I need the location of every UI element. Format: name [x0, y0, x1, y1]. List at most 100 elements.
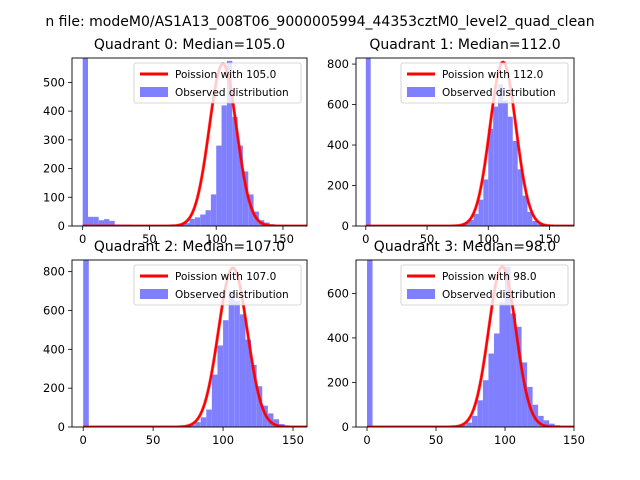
- histogram-bar: [365, 58, 371, 226]
- histogram-bar: [223, 320, 229, 427]
- legend-label-fit: Poission with 105.0: [175, 69, 276, 81]
- subplot-quadrant-1: 0 50 100 150 0 200 400 600 800 Poission with 112.…: [327, 37, 575, 246]
- histogram-bar: [194, 217, 201, 226]
- legend: Poission with 105.0 Observed distribution: [133, 62, 302, 104]
- histogram-bar: [184, 223, 190, 226]
- axes-frame: [71, 57, 308, 227]
- histogram-bar: [493, 333, 500, 427]
- legend-box: [133, 264, 302, 306]
- subplot-quadrant-0: 0 50 100 150 0 100 200 300 400 500 Poission with 1…: [43, 37, 308, 246]
- legend-bar-swatch: [140, 87, 168, 97]
- legend: Poission with 98.0 Observed distribution: [400, 264, 569, 306]
- histogram-bar: [109, 220, 115, 226]
- axes-frame: [71, 259, 308, 428]
- y-tick-label: 200: [43, 381, 65, 395]
- y-tick-label: 600: [327, 98, 349, 112]
- legend: Poission with 112.0 Observed distribution: [400, 62, 569, 104]
- legend-label-observed: Observed distribution: [175, 87, 289, 99]
- histogram-bar: [521, 362, 528, 427]
- y-tick-label: 400: [327, 138, 349, 152]
- y-tick-label: 500: [43, 75, 65, 89]
- histogram-bar: [498, 84, 503, 226]
- legend-label-observed: Observed distribution: [442, 87, 556, 99]
- x-tick-label: 100: [205, 232, 227, 246]
- histogram-bar: [228, 291, 235, 427]
- histogram-bar: [200, 214, 206, 226]
- x-tick-label: 150: [539, 232, 561, 246]
- x-tick-label: 0: [80, 433, 87, 447]
- x-tick-label: 50: [429, 433, 444, 447]
- subplot-title: Quadrant 2: Median=107.0: [94, 239, 285, 255]
- histogram-bar: [466, 422, 472, 427]
- subplot-title: Quadrant 1: Median=112.0: [369, 37, 560, 53]
- poisson-fit-line-core: [83, 266, 307, 427]
- y-tick-label: 800: [327, 57, 349, 71]
- x-tick-label: 0: [363, 433, 370, 447]
- histogram-bar: [460, 424, 467, 427]
- y-tick-label: 200: [327, 179, 349, 193]
- y-tick-label: 200: [327, 375, 349, 389]
- histogram-bar: [195, 422, 201, 427]
- x-tick-label: 50: [420, 232, 435, 246]
- axes-frame: [355, 259, 575, 428]
- histogram-bar: [104, 219, 110, 226]
- histogram-bar: [273, 419, 280, 427]
- histogram-bar: [505, 266, 511, 427]
- histogram-bar: [510, 313, 517, 427]
- histogram-bar: [216, 145, 222, 226]
- histogram-bar: [189, 218, 195, 226]
- axes-frame: [355, 57, 575, 227]
- legend-box: [133, 62, 302, 104]
- histogram-bar: [242, 171, 249, 226]
- legend-box: [400, 264, 569, 306]
- legend-label-fit: Poission with 98.0: [442, 271, 537, 283]
- histogram-bar: [189, 424, 196, 427]
- histogram-bar: [83, 260, 89, 427]
- y-tick-label: 800: [43, 265, 65, 279]
- y-tick-label: 400: [327, 331, 349, 345]
- histogram-bar: [482, 380, 489, 427]
- legend-box: [400, 62, 569, 104]
- histogram-bar: [210, 194, 217, 226]
- x-tick-label: 0: [362, 232, 369, 246]
- x-tick-label: 50: [146, 433, 161, 447]
- legend-bar-swatch: [407, 87, 435, 97]
- poisson-fit-line-core: [365, 60, 574, 226]
- x-tick-label: 0: [79, 232, 86, 246]
- histogram-bar: [516, 326, 522, 427]
- histogram-bar: [488, 353, 494, 427]
- histogram-bar: [532, 220, 538, 226]
- y-tick-label: 200: [43, 162, 65, 176]
- histogram-bar: [471, 415, 478, 427]
- y-tick-label: 600: [327, 286, 349, 300]
- histogram-bar: [82, 58, 89, 226]
- y-tick-label: 400: [43, 104, 65, 118]
- histogram-bar: [488, 128, 494, 226]
- histogram-bar: [538, 415, 544, 427]
- histogram-bar: [93, 216, 99, 226]
- histogram-bar: [517, 169, 523, 226]
- histogram-bar: [522, 195, 528, 226]
- histogram-bar: [367, 260, 373, 427]
- y-tick-label: 600: [43, 303, 65, 317]
- legend-label-observed: Observed distribution: [175, 289, 289, 301]
- histogram-bar: [217, 345, 224, 427]
- histogram-bar: [478, 199, 484, 226]
- y-tick-label: 0: [58, 219, 65, 233]
- poisson-fit-line-core: [367, 265, 574, 427]
- histogram-bar: [205, 210, 211, 226]
- histogram-bar: [239, 314, 246, 427]
- x-tick-label: 150: [272, 232, 294, 246]
- histogram-bar: [237, 145, 243, 226]
- histogram-bar: [483, 179, 489, 226]
- histogram-bar: [507, 116, 513, 226]
- histogram-bar: [527, 211, 533, 226]
- histogram-bar: [232, 116, 238, 226]
- y-tick-label: 300: [43, 133, 65, 147]
- x-tick-label: 100: [477, 232, 499, 246]
- subplot-title: Quadrant 0: Median=105.0: [94, 37, 285, 53]
- histogram-bar: [477, 400, 483, 427]
- histogram-bar: [543, 420, 550, 427]
- x-tick-label: 150: [282, 433, 304, 447]
